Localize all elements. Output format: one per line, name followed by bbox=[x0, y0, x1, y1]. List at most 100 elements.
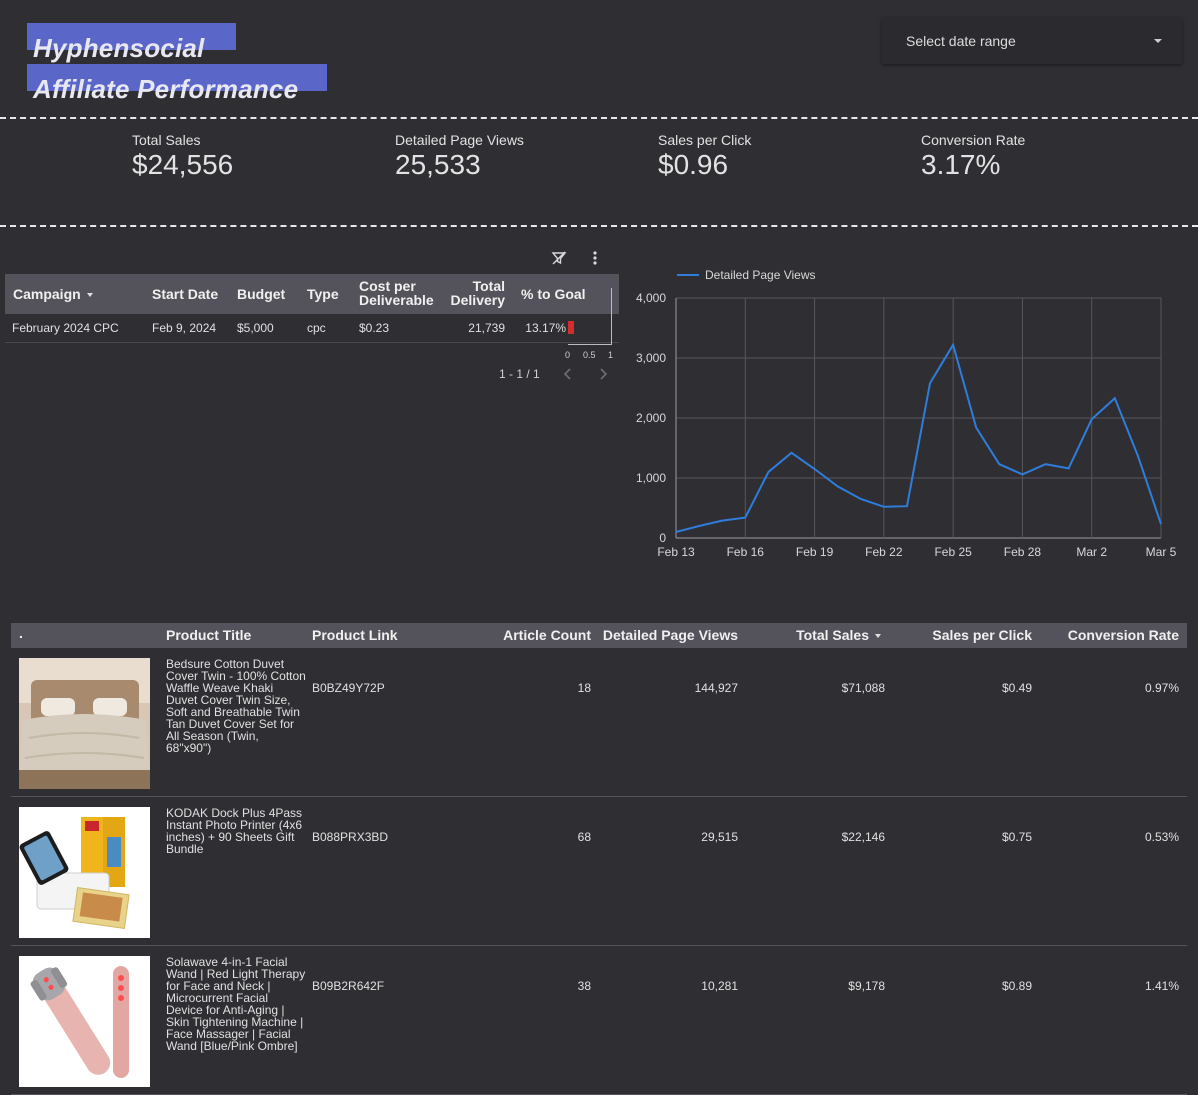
col-label-line1: Total bbox=[472, 278, 505, 294]
product-link[interactable]: B0BZ49Y72P bbox=[312, 681, 385, 695]
divider-top bbox=[0, 117, 1198, 119]
col-budget[interactable]: Budget bbox=[237, 286, 286, 302]
kpi-value: 3.17% bbox=[921, 149, 1001, 180]
goal-axis-tick-0: 0 bbox=[565, 350, 571, 360]
kpi-total-sales: Total Sales $24,556 bbox=[132, 132, 233, 181]
campaign-table: Campaign Start Date Budget Type Cost per… bbox=[5, 274, 619, 343]
table-row[interactable]: Solawave 4-in-1 Facial Wand | Red Light … bbox=[11, 946, 1187, 1095]
col-label-line2: Delivery bbox=[450, 292, 505, 308]
x-tick-label: Feb 19 bbox=[796, 545, 834, 559]
col-label-line2: Deliverable bbox=[359, 292, 434, 308]
article-count: 18 bbox=[577, 681, 591, 695]
x-tick-label: Feb 22 bbox=[865, 545, 903, 559]
goal-axis-tick-mid: 0.5 bbox=[583, 350, 596, 360]
table-row[interactable]: KODAK Dock Plus 4Pass Instant Photo Prin… bbox=[11, 797, 1187, 946]
col-total-delivery[interactable]: Total Delivery bbox=[451, 279, 505, 307]
total-sales: $22,146 bbox=[841, 830, 885, 844]
kpi-page-views: Detailed Page Views 25,533 bbox=[395, 132, 524, 181]
table-row[interactable]: February 2024 CPC Feb 9, 2024 $5,000 cpc… bbox=[5, 314, 619, 343]
x-tick-label: Feb 25 bbox=[934, 545, 972, 559]
kpi-label: Conversion Rate bbox=[921, 132, 1026, 148]
page-views: 10,281 bbox=[701, 979, 738, 993]
col-cost-per-deliverable[interactable]: Cost per Deliverable bbox=[359, 279, 434, 307]
series-line bbox=[675, 342, 1162, 533]
col-campaign[interactable]: Campaign bbox=[13, 286, 93, 302]
goal-progress-bar bbox=[568, 321, 574, 334]
col-label-line1: Cost per bbox=[359, 278, 416, 294]
x-tick-label: Mar 5 bbox=[1146, 545, 1177, 559]
table-row[interactable]: Bedsure Cotton Duvet Cover Twin - 100% C… bbox=[11, 648, 1187, 797]
sort-desc-icon bbox=[86, 293, 93, 298]
col-label: Total Sales bbox=[796, 627, 869, 643]
sales-per-click: $0.89 bbox=[1001, 979, 1032, 993]
chevron-left-icon[interactable] bbox=[561, 367, 575, 381]
col-page-views[interactable]: Detailed Page Views bbox=[602, 627, 738, 643]
cell-delivery: 21,739 bbox=[468, 321, 505, 335]
product-table: . Product Title Product Link Article Cou… bbox=[11, 623, 1187, 1095]
y-tick-label: 2,000 bbox=[636, 411, 666, 425]
chevron-down-icon bbox=[1154, 39, 1162, 43]
product-title: KODAK Dock Plus 4Pass Instant Photo Prin… bbox=[166, 806, 303, 856]
cell-campaign: February 2024 CPC bbox=[12, 321, 119, 335]
product-link[interactable]: B088PRX3BD bbox=[312, 830, 389, 844]
col-product-title[interactable]: Product Title bbox=[166, 627, 252, 643]
total-sales: $9,178 bbox=[848, 979, 885, 993]
kpi-sales-per-click: Sales per Click $0.96 bbox=[658, 132, 751, 181]
filter-off-icon[interactable] bbox=[551, 250, 567, 266]
kpi-label: Total Sales bbox=[132, 132, 201, 148]
col-sales-per-click[interactable]: Sales per Click bbox=[932, 627, 1032, 643]
col-image[interactable]: . bbox=[19, 625, 23, 641]
page-views: 29,515 bbox=[701, 830, 738, 844]
goal-axis-baseline bbox=[568, 344, 612, 345]
cell-start-date: Feb 9, 2024 bbox=[152, 321, 217, 335]
x-tick-label: Feb 13 bbox=[657, 545, 695, 559]
article-count: 68 bbox=[577, 830, 591, 844]
kpi-value: $24,556 bbox=[132, 149, 234, 180]
report-title-line1: Hyphensocial bbox=[33, 33, 205, 63]
y-tick-label: 1,000 bbox=[636, 471, 666, 485]
page-views-line-chart: 0 1,000 2,000 3,000 4,000 Feb 13 Feb 16 Feb 19… bbox=[636, 268, 1177, 559]
y-tick-label: 3,000 bbox=[636, 351, 666, 365]
product-image-printer bbox=[19, 807, 150, 938]
kpi-conversion-rate: Conversion Rate 3.17% bbox=[921, 132, 1025, 181]
conversion-rate: 0.97% bbox=[1144, 681, 1179, 695]
date-range-select[interactable]: Select date range bbox=[882, 18, 1182, 64]
product-image-wand bbox=[19, 956, 150, 1087]
col-pct-to-goal[interactable]: % to Goal bbox=[521, 286, 586, 302]
col-total-sales[interactable]: Total Sales bbox=[796, 627, 881, 643]
conversion-rate: 0.53% bbox=[1144, 830, 1179, 844]
cell-type: cpc bbox=[307, 321, 326, 335]
pagination-label: 1 - 1 / 1 bbox=[499, 367, 540, 381]
conversion-rate: 1.41% bbox=[1144, 979, 1179, 993]
chevron-right-icon[interactable] bbox=[596, 367, 610, 381]
more-vert-icon[interactable] bbox=[587, 250, 603, 266]
x-tick-label: Feb 16 bbox=[727, 545, 765, 559]
col-start-date[interactable]: Start Date bbox=[152, 286, 219, 302]
divider-bottom bbox=[0, 225, 1198, 227]
cell-budget: $5,000 bbox=[237, 321, 274, 335]
product-link[interactable]: B09B2R642F bbox=[312, 979, 385, 993]
col-article-count[interactable]: Article Count bbox=[503, 627, 591, 643]
title-highlight-2 bbox=[27, 64, 327, 91]
kpi-label: Detailed Page Views bbox=[395, 132, 524, 148]
sales-per-click: $0.75 bbox=[1001, 830, 1032, 844]
y-tick-label: 0 bbox=[659, 531, 666, 545]
campaign-table-header: Campaign Start Date Budget Type Cost per… bbox=[5, 274, 619, 314]
x-tick-label: Mar 2 bbox=[1076, 545, 1107, 559]
kpi-value: $0.96 bbox=[658, 149, 729, 180]
product-table-header: . Product Title Product Link Article Cou… bbox=[11, 623, 1187, 648]
sort-desc-icon bbox=[875, 634, 881, 639]
kpi-value: 25,533 bbox=[395, 149, 481, 180]
product-image-duvet bbox=[19, 658, 150, 789]
col-label: Campaign bbox=[13, 286, 81, 302]
kpi-label: Sales per Click bbox=[658, 132, 752, 148]
y-tick-label: 4,000 bbox=[636, 291, 666, 305]
col-conversion-rate[interactable]: Conversion Rate bbox=[1067, 627, 1179, 643]
goal-axis-tick-1: 1 bbox=[608, 350, 614, 360]
product-title: Bedsure Cotton Duvet Cover Twin - 100% C… bbox=[166, 657, 306, 755]
col-type[interactable]: Type bbox=[307, 286, 339, 302]
title-highlight-1 bbox=[27, 23, 236, 50]
x-tick-label: Feb 28 bbox=[1004, 545, 1042, 559]
cell-cost: $0.23 bbox=[359, 321, 390, 335]
col-product-link[interactable]: Product Link bbox=[312, 627, 398, 643]
